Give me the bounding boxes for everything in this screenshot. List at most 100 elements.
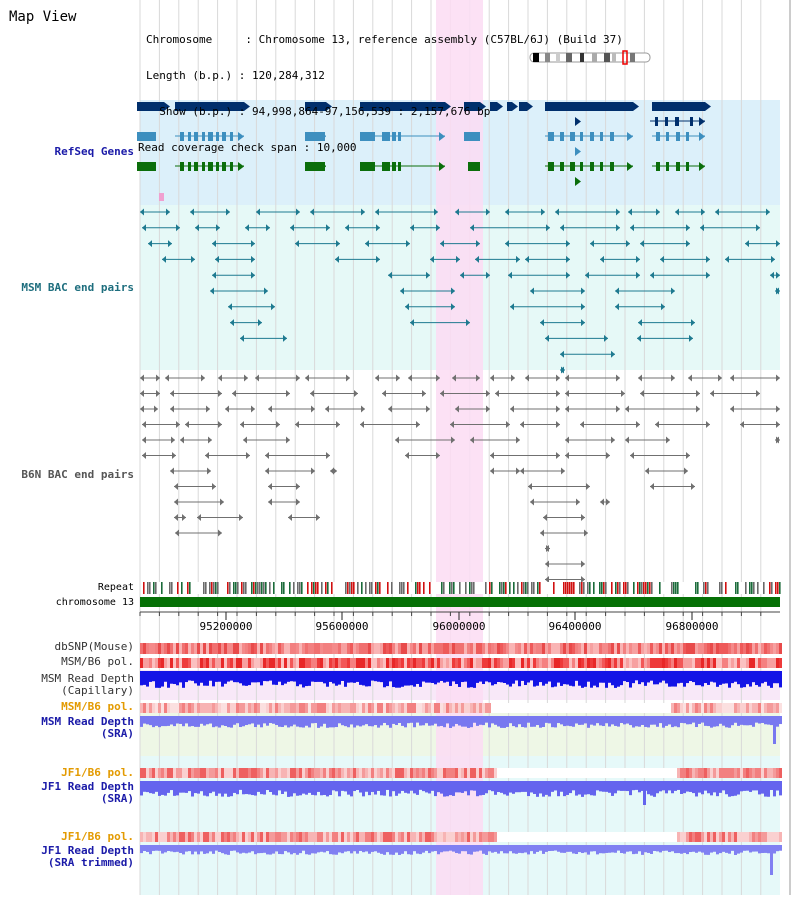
msm-depth-sra-track-bar xyxy=(728,716,731,728)
msm-depth-capillary-track-bar xyxy=(290,671,293,682)
bac-end-right xyxy=(581,287,585,295)
msm-b6-pol-track-cell xyxy=(239,658,242,668)
msm-depth-sra-track-bar xyxy=(476,716,479,726)
bac-end-right xyxy=(436,452,440,459)
jf1-b6-pol-track-cell xyxy=(377,768,380,778)
jf1-depth-sra-track-bar xyxy=(563,781,566,797)
jf1-depth-trimmed-track-bar xyxy=(743,845,746,851)
msm-b6-pol2-track-cell xyxy=(695,703,698,713)
bac-end-left xyxy=(637,334,641,342)
jf1-depth-sra-track-bar xyxy=(164,781,167,796)
jf1-b6-pol-track-cell xyxy=(716,768,719,778)
msm-depth-sra-track-bar xyxy=(599,716,602,726)
jf1-b6-pol-track-cell xyxy=(527,768,530,778)
msm-depth-sra-track-bar xyxy=(371,716,374,727)
repeat-element xyxy=(523,582,525,594)
jf1-b6-pol2-track-cell xyxy=(704,832,707,842)
msm-depth-sra-track-bar xyxy=(440,716,443,726)
msm-depth-capillary-track-bar xyxy=(470,671,473,688)
track-label-msm-bac[interactable]: MSM BAC end pairs xyxy=(21,281,134,294)
dbsnp-track-cell xyxy=(188,643,191,654)
jf1-depth-sra-track-bar xyxy=(581,781,584,797)
repeat-element xyxy=(189,582,191,594)
dbsnp-track-cell xyxy=(428,643,431,654)
msm-depth-capillary-track-bar xyxy=(218,671,221,682)
dbsnp-track-cell xyxy=(584,643,587,654)
ideogram-band xyxy=(533,53,539,62)
msm-b6-pol-track-cell xyxy=(221,658,224,668)
repeat-element xyxy=(391,582,393,594)
bac-end-left xyxy=(700,224,704,232)
jf1-depth-sra-track-bar xyxy=(488,781,491,791)
msm-depth-sra-track-bar xyxy=(638,716,641,727)
jf1-depth-trimmed-track-bar xyxy=(512,845,515,854)
jf1-depth-sra-track-bar xyxy=(689,781,692,792)
msm-depth-sra-track-bar xyxy=(443,716,446,728)
dbsnp-track-cell xyxy=(521,643,524,654)
jf1-b6-pol2-track-cell xyxy=(413,832,416,842)
jf1-depth-trimmed-track-bar xyxy=(719,845,722,854)
repeat-element xyxy=(533,582,535,594)
jf1-depth-sra-track-bar xyxy=(779,781,782,796)
jf1-depth-trimmed-track-bar xyxy=(449,845,452,851)
msm-b6-pol2-track-cell xyxy=(584,703,587,713)
dbsnp-track-cell xyxy=(404,643,407,654)
msm-depth-capillary-track-bar xyxy=(209,671,212,681)
bac-end-left xyxy=(585,271,589,279)
bac-end-right xyxy=(416,421,420,428)
msm-depth-sra-track-bar xyxy=(707,716,710,727)
gene-row3b-exon xyxy=(202,162,205,171)
dbsnp-track-cell xyxy=(266,643,269,654)
gene-row1b-exon xyxy=(655,117,658,126)
track-label-refseq[interactable]: RefSeq Genes xyxy=(54,145,134,158)
bac-end-left xyxy=(565,405,569,413)
dbsnp-track-cell xyxy=(614,643,617,654)
track-label-msm-b6-pol: MSM/B6 pol. xyxy=(61,655,134,668)
jf1-b6-pol-track-cell xyxy=(158,768,161,778)
msm-depth-sra-track-bar xyxy=(614,716,617,726)
gene-row3b-exon xyxy=(216,162,219,171)
jf1-depth-trimmed-track-bar xyxy=(161,845,164,854)
bac-end-right xyxy=(276,421,280,428)
jf1-depth-trimmed-track-bar xyxy=(557,845,560,852)
msm-depth-capillary-track-bar xyxy=(551,671,554,688)
dbsnp-track-cell xyxy=(272,643,275,654)
gene-row3g-exon xyxy=(676,162,680,171)
msm-depth-capillary-track-bar xyxy=(656,671,659,685)
jf1-depth-trimmed-track-bar xyxy=(146,845,149,852)
msm-depth-capillary-track-bar xyxy=(155,671,158,688)
gene-row3g-exon xyxy=(686,162,689,171)
jf1-b6-pol2-track-cell xyxy=(770,832,773,842)
msm-b6-pol-track-cell xyxy=(218,658,221,668)
jf1-b6-pol-track-cell xyxy=(488,768,491,778)
jf1-depth-sra-track-bar xyxy=(692,781,695,794)
jf1-depth-trimmed-track-bar xyxy=(416,845,419,854)
msm-depth-capillary-track-bar xyxy=(701,671,704,687)
jf1-depth-trimmed-track-bar xyxy=(485,845,488,855)
msm-b6-pol-track-cell xyxy=(407,658,410,668)
gene-row2g-exon xyxy=(686,132,689,141)
bac-end-left xyxy=(382,390,386,397)
repeat-element xyxy=(517,582,519,594)
jf1-b6-pol-track-cell xyxy=(263,768,266,778)
track-label-b6n-bac[interactable]: B6N BAC end pairs xyxy=(21,468,134,481)
repeat-element xyxy=(707,582,709,594)
jf1-b6-pol-track-cell xyxy=(653,768,656,778)
dbsnp-track-cell xyxy=(776,643,779,654)
msm-depth-sra-track-bar xyxy=(164,716,167,727)
bac-end-right xyxy=(718,374,722,382)
msm-b6-pol2-track-cell xyxy=(698,703,701,713)
bac-end-left xyxy=(600,255,604,263)
bac-end-right xyxy=(239,514,243,521)
jf1-b6-pol2-track-cell xyxy=(611,832,614,842)
jf1-b6-pol2-track-cell xyxy=(746,832,749,842)
msm-b6-pol-track-cell xyxy=(200,658,203,668)
jf1-depth-sra-track-bar xyxy=(269,781,272,792)
jf1-b6-pol2-track-cell xyxy=(422,832,425,842)
jf1-depth-sra-track-bar xyxy=(254,781,257,796)
repeat-element xyxy=(721,582,723,594)
bac-end-right xyxy=(166,208,170,216)
jf1-b6-pol2-track-cell xyxy=(350,832,353,842)
repeat-element xyxy=(371,582,373,594)
